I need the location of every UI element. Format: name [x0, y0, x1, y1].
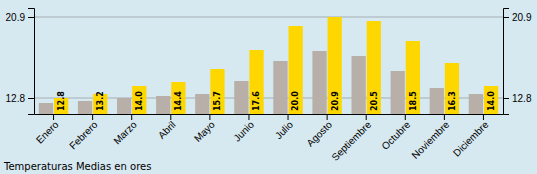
data-label: 20.5: [370, 91, 379, 111]
tick: 20.9: [6, 12, 34, 23]
tick: Julio: [273, 114, 296, 141]
tick-label: Abril: [156, 119, 178, 141]
tick: Septiembre: [329, 114, 373, 163]
tick: Octubre: [379, 114, 412, 152]
data-label: 14.0: [135, 91, 144, 111]
tick-label: 12.8: [6, 93, 26, 104]
data-label: 13.2: [96, 91, 105, 111]
bar: [273, 61, 287, 114]
tick-label: Diciembre: [451, 119, 491, 159]
bar: [156, 96, 170, 114]
tick-label: Febrero: [67, 119, 100, 152]
tick-mark: [366, 114, 367, 120]
title: Temperaturas Medias en ores: [3, 161, 151, 172]
tick-mark: [53, 114, 54, 120]
tick-label: Agosto: [304, 119, 334, 149]
data-labels: 12.8 13.2 14.0 14.4 15.7 17.6 20.0 20.9 20.5 18.5…: [57, 91, 496, 111]
tick-label: Marzo: [111, 119, 139, 147]
tick: 12.8: [503, 93, 532, 104]
tick: Diciembre: [451, 114, 491, 159]
tick-mark: [131, 114, 132, 120]
tick-mark: [170, 114, 171, 120]
bar: [351, 56, 365, 114]
data-label: 14.4: [174, 91, 183, 111]
data-label: 20.9: [331, 91, 340, 111]
bar: [117, 98, 131, 114]
bar: [195, 94, 209, 114]
bar: [39, 103, 53, 114]
tick-label: Julio: [273, 119, 296, 142]
tick-mark: [209, 114, 210, 120]
bar: [391, 71, 405, 114]
y-axis: 12.8 20.9: [6, 9, 35, 115]
bar: [288, 26, 302, 114]
bar: [406, 41, 420, 114]
chart: 12.8 13.2 14.0 14.4 15.7 17.6 20.0 20.9 20.5 18.5…: [0, 0, 537, 174]
data-label: 17.6: [252, 91, 261, 111]
bar: [249, 50, 263, 114]
tick-label: 20.9: [6, 12, 26, 23]
tick-mark: [28, 98, 34, 99]
bar: [367, 21, 381, 114]
tick-label: 20.9: [512, 12, 532, 23]
tick: Mayo: [192, 114, 217, 144]
bar: [430, 88, 444, 114]
bar: [484, 86, 498, 114]
y2-axis: 12.8 20.9: [503, 9, 532, 115]
tick: Agosto: [304, 114, 334, 149]
tick: Marzo: [111, 114, 139, 146]
tick-label: Enero: [34, 119, 61, 146]
tick: 20.9: [503, 12, 532, 23]
tick-label: Noviembre: [409, 119, 451, 161]
tick-mark: [248, 114, 249, 120]
data-label: 18.5: [409, 91, 418, 111]
tick-mark: [28, 17, 34, 18]
bar: [469, 94, 483, 114]
tick: 12.8: [6, 93, 34, 104]
data-label: 16.3: [448, 91, 457, 111]
tick-mark: [288, 114, 289, 120]
tick-mark: [483, 114, 484, 120]
tick-mark: [503, 98, 509, 99]
bar: [234, 81, 248, 114]
tick-mark: [327, 114, 328, 120]
axis-line: [28, 9, 35, 115]
tick: Junio: [231, 114, 256, 144]
tick: Enero: [34, 114, 61, 146]
tick: Noviembre: [409, 114, 451, 161]
bars: [39, 17, 498, 114]
bar: [445, 63, 459, 114]
axis-line: [504, 9, 510, 115]
plot: 12.8 13.2 14.0 14.4 15.7 17.6 20.0 20.9 20.5 18.5…: [6, 9, 532, 163]
data-label: 12.8: [57, 91, 66, 111]
grid: [34, 17, 503, 98]
tick: Febrero: [67, 114, 100, 151]
data-label: 14.0: [487, 91, 496, 111]
data-label: 20.0: [291, 91, 300, 111]
grid-line: [34, 17, 503, 18]
tick-mark: [92, 114, 93, 120]
bar: [171, 82, 185, 114]
bar: [132, 86, 146, 114]
bar: [78, 101, 92, 114]
bar: [210, 69, 224, 114]
bar: [328, 17, 342, 114]
data-label: 15.7: [213, 91, 222, 111]
tick-mark: [503, 17, 509, 18]
tick-label: Mayo: [192, 119, 217, 144]
bar: [312, 51, 326, 114]
tick-label: 12.8: [512, 93, 532, 104]
tick-label: Junio: [231, 119, 256, 144]
axis-line: [35, 114, 504, 115]
tick-mark: [444, 114, 445, 120]
tick-label: Octubre: [379, 119, 412, 152]
tick: Abril: [156, 114, 178, 141]
tick-label: Septiembre: [329, 119, 373, 163]
x-axis: EneroFebrero Marzo Abril Mayo Junio Julio Agos…: [34, 114, 504, 163]
tick-mark: [405, 114, 406, 120]
